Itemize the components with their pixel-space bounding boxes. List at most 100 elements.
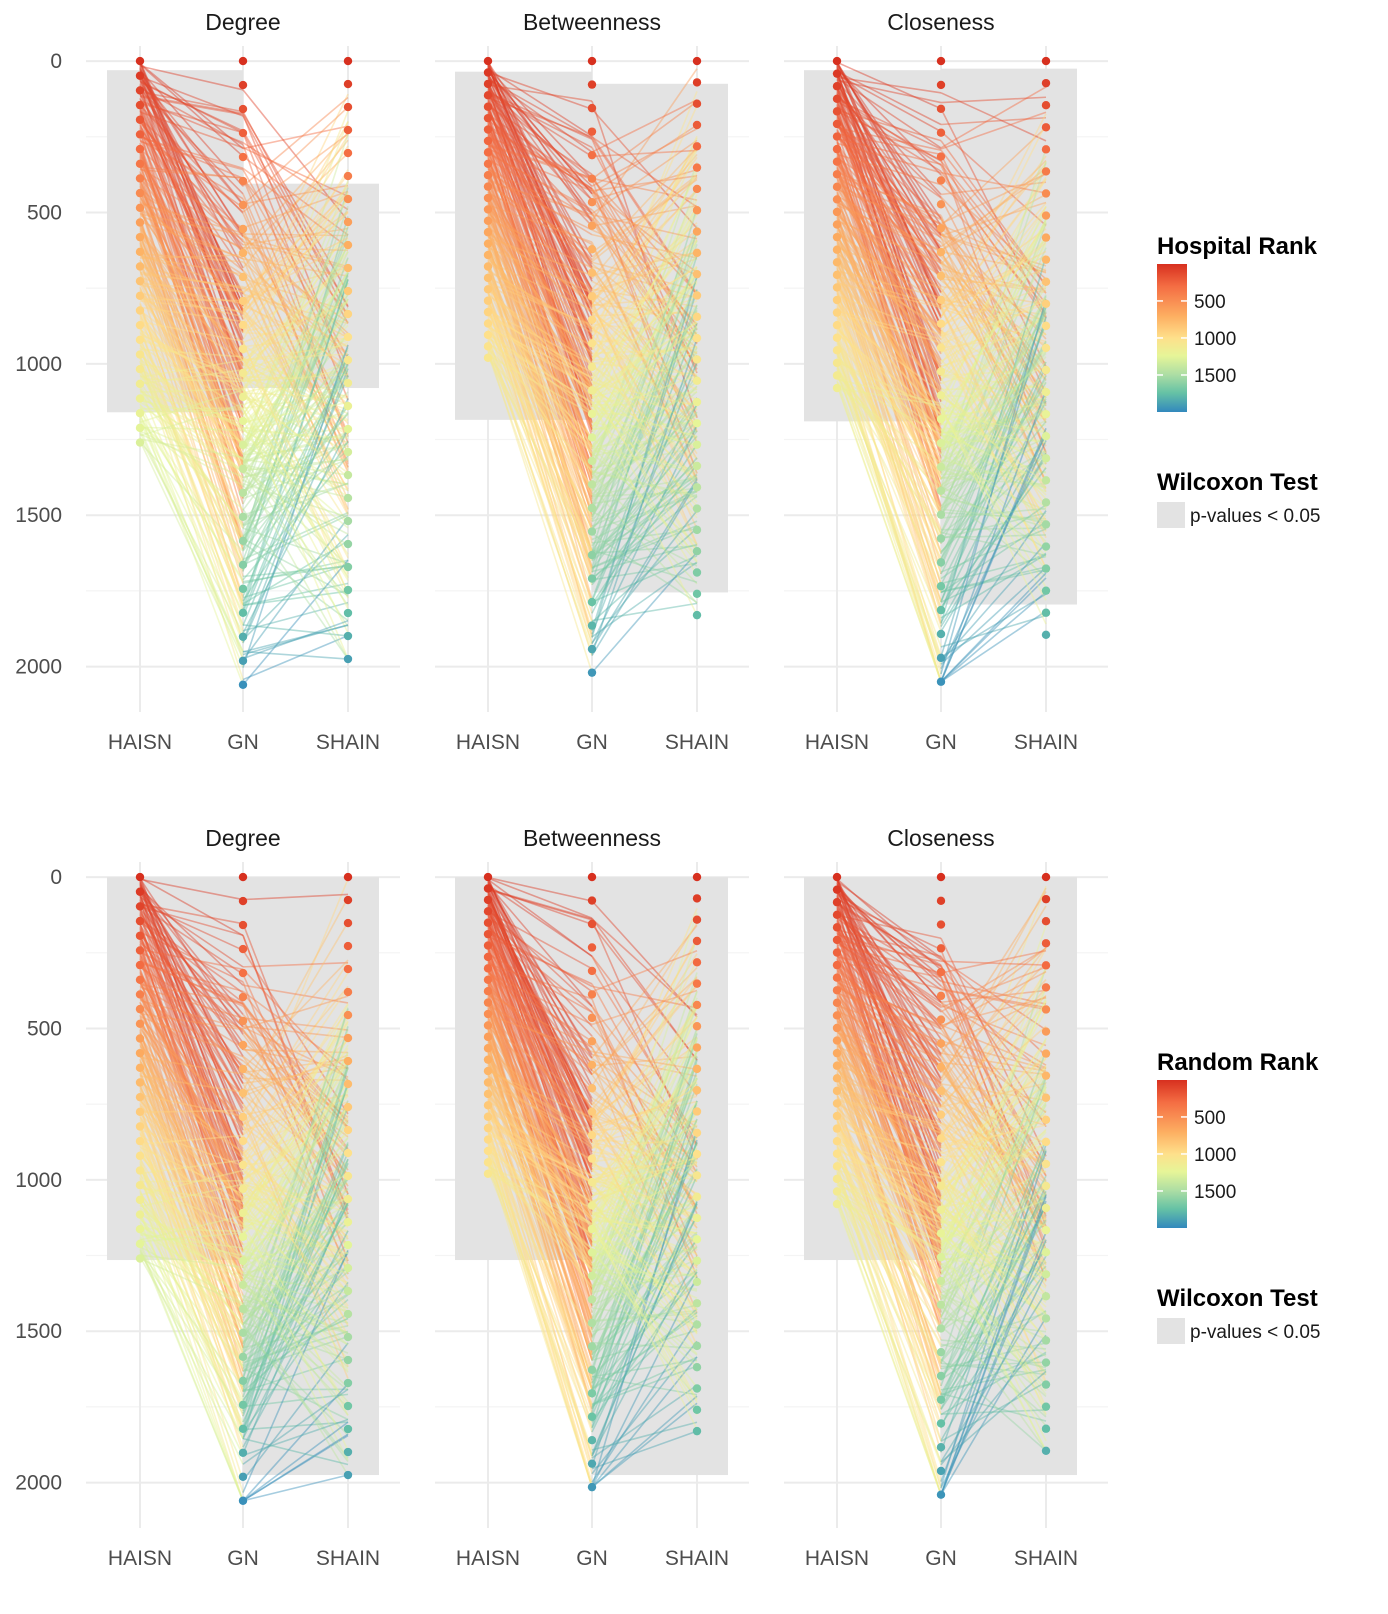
rank-point xyxy=(1041,454,1051,463)
rank-line xyxy=(836,975,942,1030)
rank-line xyxy=(139,254,244,290)
rank-point xyxy=(1041,630,1051,639)
rank-line xyxy=(242,459,349,628)
rank-point xyxy=(238,368,248,378)
rank-line xyxy=(836,260,942,530)
rank-point xyxy=(135,1166,145,1175)
rank-line xyxy=(940,966,1047,1009)
rank-line xyxy=(591,322,698,601)
rank-line xyxy=(139,318,244,464)
shade-legend-label: p-values < 0.05 xyxy=(1190,506,1320,527)
rank-line xyxy=(836,996,942,1134)
rank-line xyxy=(242,1003,349,1166)
rank-line xyxy=(591,363,698,469)
rank-line xyxy=(242,291,349,492)
rank-line xyxy=(940,1097,1047,1253)
rank-line xyxy=(139,329,244,395)
rank-line xyxy=(487,299,593,580)
rank-line xyxy=(487,83,593,430)
rank-line xyxy=(139,416,244,581)
rank-line xyxy=(242,409,349,610)
rank-line xyxy=(591,1040,698,1168)
rank-point xyxy=(135,1078,145,1087)
rank-line xyxy=(487,294,593,364)
rank-line xyxy=(836,334,942,682)
rank-line xyxy=(242,1137,349,1267)
rank-line xyxy=(591,1233,698,1272)
rank-line xyxy=(940,394,1047,507)
rank-line xyxy=(836,64,942,227)
rank-line xyxy=(940,1060,1047,1253)
rank-line xyxy=(139,1145,244,1323)
rank-line xyxy=(836,303,942,416)
rank-line xyxy=(940,378,1047,516)
rank-line xyxy=(940,1001,1047,1066)
rank-line xyxy=(591,304,698,450)
rank-line xyxy=(591,290,698,520)
rank-line xyxy=(591,397,698,552)
rank-line xyxy=(487,1018,593,1222)
rank-line xyxy=(139,189,244,449)
rank-line xyxy=(487,286,593,530)
rank-point xyxy=(135,320,145,330)
rank-line xyxy=(591,147,698,344)
rank-line xyxy=(487,121,593,423)
rank-line xyxy=(242,312,349,441)
rank-line xyxy=(242,1421,349,1502)
rank-point xyxy=(343,194,353,204)
rank-line xyxy=(242,1026,349,1078)
rank-line xyxy=(836,1053,942,1378)
rank-line xyxy=(242,357,349,399)
rank-line xyxy=(139,1192,244,1326)
rank-line xyxy=(836,76,942,94)
rank-point xyxy=(692,1085,702,1095)
x-tick-label: HAISN xyxy=(108,1547,172,1570)
rank-line xyxy=(139,1196,244,1353)
rank-line xyxy=(940,96,1047,104)
rank-line xyxy=(591,156,698,305)
rank-line xyxy=(242,1056,349,1207)
rank-line xyxy=(242,1058,349,1074)
rank-line xyxy=(242,1219,349,1252)
rank-line xyxy=(836,78,942,319)
rank-line xyxy=(242,971,349,1146)
rank-line xyxy=(591,390,698,441)
rank-line xyxy=(139,270,244,470)
rank-line xyxy=(487,325,593,391)
rank-line xyxy=(940,1051,1047,1205)
rank-line xyxy=(591,562,698,581)
rank-line xyxy=(591,1103,698,1202)
rank-line xyxy=(139,186,244,409)
rank-line xyxy=(139,207,244,276)
rank-point xyxy=(343,1171,353,1181)
rank-line xyxy=(242,1135,349,1286)
rank-line xyxy=(242,1330,349,1436)
rank-line xyxy=(836,110,942,161)
rank-line xyxy=(242,106,349,206)
rank-point xyxy=(238,1352,248,1362)
rank-line xyxy=(487,969,593,1270)
rank-line xyxy=(591,602,698,622)
rank-line xyxy=(139,1109,244,1199)
rank-line xyxy=(940,397,1047,458)
color-legend-tick: 1000 xyxy=(1194,1145,1236,1166)
rank-line xyxy=(139,930,244,1109)
rank-line xyxy=(139,333,244,378)
rank-line xyxy=(487,984,593,1295)
rank-line xyxy=(836,286,942,410)
rank-line xyxy=(940,297,1047,336)
rank-point xyxy=(343,493,353,503)
rank-point xyxy=(135,872,145,882)
rank-point xyxy=(135,232,145,242)
rank-point xyxy=(343,918,353,928)
rank-line xyxy=(836,966,942,1063)
rank-line xyxy=(487,1102,593,1376)
rank-line xyxy=(836,244,942,447)
rank-point xyxy=(483,1078,493,1087)
rank-line xyxy=(940,224,1047,365)
rank-line xyxy=(139,388,244,527)
rank-line xyxy=(242,177,349,435)
rank-point xyxy=(587,315,597,325)
rank-point xyxy=(832,320,842,330)
rank-line xyxy=(836,167,942,494)
